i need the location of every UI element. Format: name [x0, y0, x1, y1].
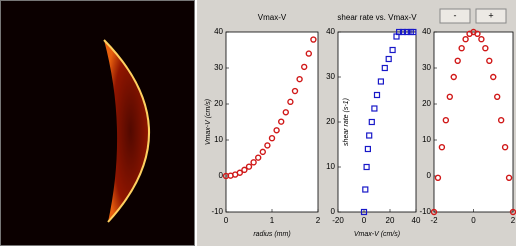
- y-axis-label: shear rate (s-1): [343, 98, 350, 146]
- chart-title: Vmax-V: [258, 13, 287, 22]
- image-panel: [0, 0, 195, 246]
- x-tick-label: 0: [471, 216, 476, 225]
- y-tick-label: 10: [422, 135, 431, 144]
- y-tick-label: 30: [422, 63, 431, 72]
- x-tick-label: 40: [412, 216, 421, 225]
- button-label: -: [454, 10, 457, 20]
- y-axis-label: Vmax-V (cm/s): [205, 99, 212, 145]
- x-tick-label: -2: [430, 216, 438, 225]
- y-tick-label: 10: [326, 162, 335, 171]
- y-tick-label: 40: [214, 27, 223, 36]
- x-tick-label: 1: [270, 216, 275, 225]
- x-tick-label: 0: [224, 216, 229, 225]
- y-tick-label: 0: [219, 171, 224, 180]
- y-tick-label: 20: [422, 99, 431, 108]
- y-tick-label: 0: [331, 207, 336, 216]
- x-tick-label: 0: [362, 216, 367, 225]
- x-tick-label: 2: [511, 216, 516, 225]
- x-axis-label: radius (mm): [253, 231, 290, 238]
- y-tick-label: 20: [214, 99, 223, 108]
- y-tick-label: 30: [214, 63, 223, 72]
- button-label: +: [488, 10, 493, 20]
- y-tick-label: 30: [326, 72, 335, 81]
- y-tick-label: 40: [326, 27, 335, 36]
- x-tick-label: 20: [386, 216, 395, 225]
- button-minus[interactable]: -: [440, 9, 470, 23]
- y-tick-label: -10: [419, 207, 431, 216]
- y-tick-label: 20: [326, 117, 335, 126]
- y-tick-label: -10: [211, 207, 223, 216]
- y-tick-label: 40: [422, 27, 431, 36]
- chart-title: shear rate vs. Vmax-V: [337, 13, 417, 22]
- x-tick-label: 2: [316, 216, 321, 225]
- app-window: - + Vmax-V-10010203040012radius (mm)Vmax…: [0, 0, 516, 246]
- y-tick-label: 0: [427, 171, 432, 180]
- x-tick-label: -20: [332, 216, 344, 225]
- button-plus[interactable]: +: [476, 9, 506, 23]
- plot-area: [226, 32, 318, 212]
- scene: - + Vmax-V-10010203040012radius (mm)Vmax…: [0, 0, 516, 246]
- x-axis-label: Vmax-V (cm/s): [354, 231, 400, 238]
- y-tick-label: 10: [214, 135, 223, 144]
